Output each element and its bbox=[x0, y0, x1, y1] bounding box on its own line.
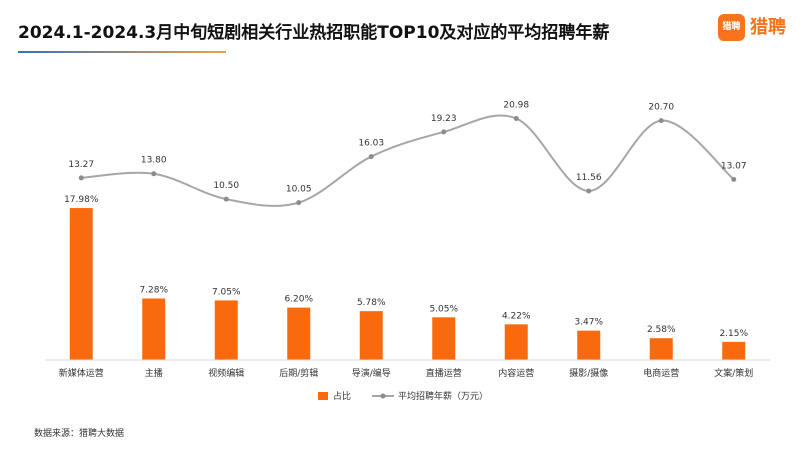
bar-series bbox=[69, 208, 746, 360]
bar-label-7: 3.47% bbox=[574, 318, 603, 328]
bar-label-8: 2.58% bbox=[647, 325, 676, 335]
legend-line-marker bbox=[380, 393, 386, 399]
salary-label-4: 16.03 bbox=[358, 139, 384, 149]
bar-3 bbox=[287, 307, 311, 360]
legend: 占比 平均招聘年薪（万元） bbox=[318, 390, 488, 402]
salary-label-7: 11.56 bbox=[576, 173, 602, 183]
x-tick-1: 主播 bbox=[145, 367, 163, 379]
salary-point-0 bbox=[78, 175, 84, 181]
salary-point-3 bbox=[296, 200, 302, 206]
data-source-note: 数据来源：猎聘大数据 bbox=[34, 429, 125, 439]
liepin-logo-icon: 猎聘 bbox=[718, 14, 745, 41]
salary-data-labels: 13.27 13.80 10.50 10.05 16.03 19.23 20.98 11.56… bbox=[68, 100, 746, 194]
salary-point-2 bbox=[223, 196, 229, 202]
bar-8 bbox=[649, 338, 673, 360]
x-tick-2: 视频编辑 bbox=[208, 367, 244, 379]
x-tick-4: 导演/编导 bbox=[352, 367, 391, 379]
salary-series-line bbox=[81, 114, 735, 207]
salary-label-0: 13.27 bbox=[68, 160, 94, 170]
salary-point-8 bbox=[658, 118, 664, 124]
bar-data-labels: 17.98% 7.28% 7.05% 6.20% 5.78% 5.05% 4.22% 3.47… bbox=[64, 195, 748, 339]
bar-4 bbox=[359, 311, 383, 360]
x-tick-6: 内容运营 bbox=[498, 367, 534, 379]
salary-label-8: 20.70 bbox=[648, 103, 674, 113]
legend-bar-swatch bbox=[318, 392, 328, 400]
salary-point-9 bbox=[731, 176, 737, 182]
bar-0 bbox=[69, 208, 93, 360]
salary-point-1 bbox=[151, 171, 157, 177]
x-tick-5: 直播运营 bbox=[426, 367, 462, 379]
salary-point-4 bbox=[368, 154, 374, 160]
liepin-logo-text: 猎聘 bbox=[750, 16, 786, 38]
x-axis-tick-labels: 新媒体运营 主播 视频编辑 后期/剪辑 导演/编导 直播运营 内容运营 摄影/摄像 电商运营 文案… bbox=[59, 367, 754, 379]
bar-label-6: 4.22% bbox=[502, 311, 531, 321]
salary-point-6 bbox=[513, 115, 519, 121]
chart-title: 2024.1-2024.3月中旬短剧相关行业热招职能TOP10及对应的平均招聘年… bbox=[18, 23, 610, 43]
x-tick-9: 文案/策划 bbox=[714, 367, 753, 379]
salary-label-9: 13.07 bbox=[721, 161, 747, 171]
bar-5 bbox=[432, 317, 456, 360]
salary-series-points bbox=[78, 115, 737, 206]
salary-label-5: 19.23 bbox=[431, 114, 457, 124]
x-tick-7: 摄影/摄像 bbox=[569, 367, 608, 379]
legend-line-label: 平均招聘年薪（万元） bbox=[398, 390, 488, 402]
salary-point-5 bbox=[441, 129, 447, 135]
liepin-logo: 猎聘 猎聘 bbox=[718, 14, 786, 41]
salary-label-6: 20.98 bbox=[503, 100, 529, 110]
title-underline bbox=[18, 51, 226, 53]
x-tick-0: 新媒体运营 bbox=[59, 367, 104, 379]
bar-6 bbox=[504, 324, 528, 360]
bar-label-0: 17.98% bbox=[64, 195, 99, 205]
bar-label-5: 5.05% bbox=[429, 304, 458, 314]
x-tick-3: 后期/剪辑 bbox=[279, 367, 318, 379]
salary-label-2: 10.50 bbox=[213, 181, 239, 191]
bar-label-9: 2.15% bbox=[719, 329, 748, 339]
legend-bar-label: 占比 bbox=[333, 390, 351, 402]
bar-2 bbox=[214, 300, 238, 360]
bar-1 bbox=[142, 298, 166, 360]
salary-label-1: 13.80 bbox=[141, 156, 167, 166]
salary-label-3: 10.05 bbox=[286, 185, 312, 195]
bar-9 bbox=[722, 341, 746, 360]
bar-label-3: 6.20% bbox=[284, 295, 313, 305]
salary-point-7 bbox=[586, 188, 592, 194]
bar-label-2: 7.05% bbox=[212, 287, 241, 297]
bar-label-1: 7.28% bbox=[139, 285, 168, 295]
bar-7 bbox=[577, 330, 601, 360]
x-tick-8: 电商运营 bbox=[643, 367, 679, 379]
bar-label-4: 5.78% bbox=[357, 298, 386, 308]
